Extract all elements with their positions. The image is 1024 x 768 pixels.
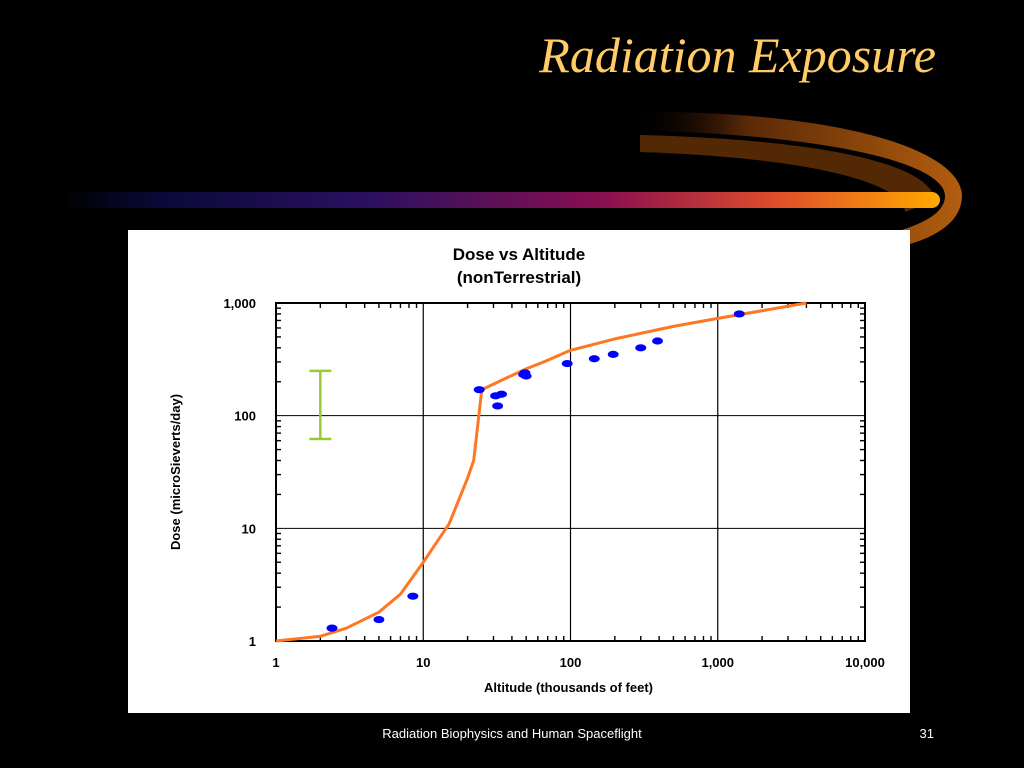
chart-panel: 1 10 100 1,000 10,000 1 10 100 1,000 Dose vs Alti… [128,230,910,713]
x-axis-label: Altitude (thousands of feet) [484,680,653,695]
y-tick-label: 10 [242,521,256,536]
y-tick-label: 1 [249,634,256,649]
data-point [473,386,485,394]
error-bar-group [309,369,332,441]
data-point [635,344,647,352]
x-tick-label: 1,000 [701,655,734,670]
grid [275,302,866,642]
chart-title-line: Dose vs Altitude [453,245,586,264]
data-point [407,592,419,600]
page-number: 31 [919,726,934,741]
y-tick-label: 1,000 [223,296,256,311]
data-point [652,337,664,345]
x-tick-label: 100 [560,655,582,670]
x-tick-label: 10,000 [845,655,885,670]
data-point [496,390,508,398]
y-axis-label: Dose (microSieverts/day) [168,394,183,550]
slide-title: Radiation Exposure [539,27,936,83]
dose-curve [275,301,807,643]
y-tick-label: 100 [234,409,256,424]
data-point [733,310,745,318]
labels-group: 1 10 100 1,000 10,000 1 10 100 1,000 Dose vs Alti… [168,245,885,695]
data-point [588,355,600,363]
curve-group [275,301,807,643]
plot-frame [275,302,866,642]
data-point [492,402,504,410]
chart: 1 10 100 1,000 10,000 1 10 100 1,000 Dose vs Alti… [168,245,885,695]
chart-title-line: (nonTerrestrial) [457,268,581,287]
footer-text: Radiation Biophysics and Human Spaceflig… [382,726,642,741]
data-point [326,624,338,632]
data-point [607,350,619,358]
data-point [373,615,385,624]
data-point [561,359,573,368]
x-tick-label: 10 [416,655,430,670]
data-point [520,372,532,380]
x-tick-label: 1 [272,655,279,670]
points-group [326,310,745,632]
decorative-swoosh [60,111,962,248]
